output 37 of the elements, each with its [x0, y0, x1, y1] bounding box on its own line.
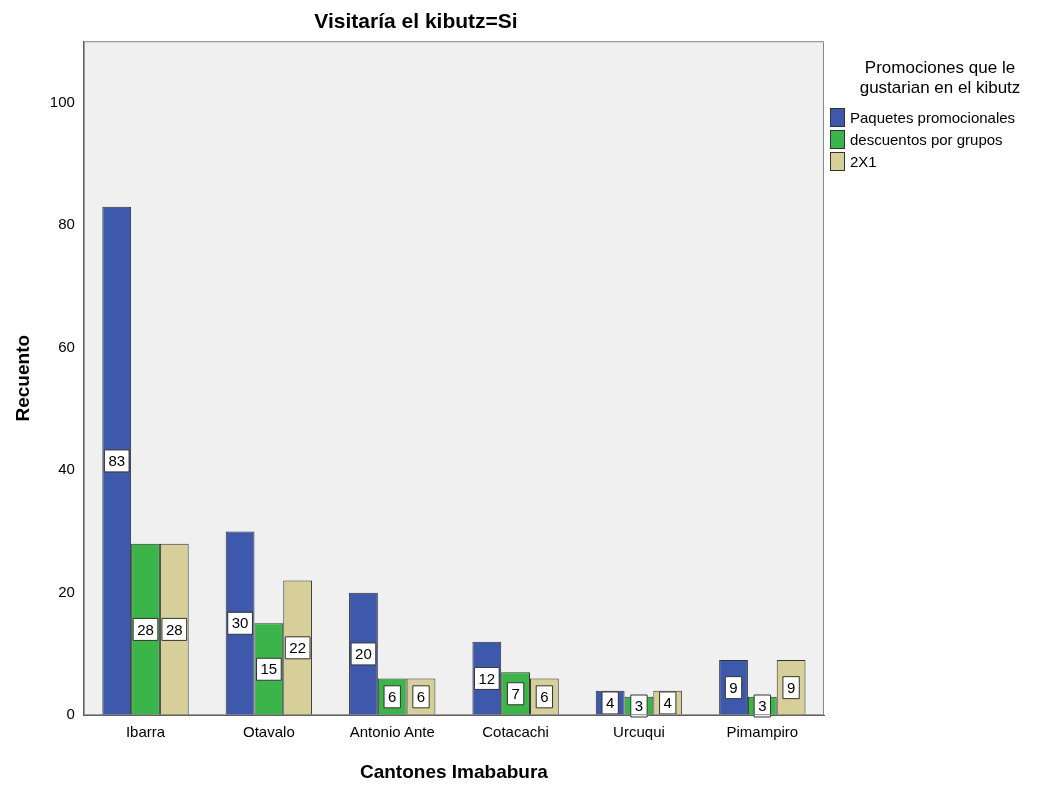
y-tick-label: 60 [58, 337, 75, 355]
data-label: 28 [165, 620, 183, 638]
y-tick-label: 0 [66, 705, 75, 723]
x-tick-label: Ibarra [125, 723, 166, 741]
data-label: 28 [137, 620, 154, 638]
y-axis-title: Recuento [11, 334, 33, 422]
y-tick-label: 100 [49, 92, 75, 110]
data-label: 83 [108, 452, 126, 470]
data-label: 22 [289, 638, 306, 656]
x-tick-label: Otavalo [243, 723, 295, 741]
data-label: 20 [355, 645, 372, 663]
y-tick-label: 40 [58, 460, 75, 478]
data-label: 30 [231, 614, 249, 632]
legend-label: 2X1 [850, 152, 877, 170]
x-axis-title: Cantones Imababura [359, 760, 549, 782]
data-label: 4 [663, 694, 672, 712]
legend-title: Promociones que le gustarian en el kibutz [858, 58, 1022, 98]
chart-title: Visitaría el kibutz=Si [314, 9, 518, 33]
x-tick-label: Cotacachi [482, 723, 549, 741]
data-label: 15 [260, 660, 278, 678]
legend-label: descuentos por grupos [850, 130, 1003, 148]
data-label: 6 [540, 687, 549, 705]
data-label: 6 [388, 687, 397, 705]
data-label: 12 [478, 669, 496, 687]
data-label: 9 [786, 678, 796, 696]
data-label: 3 [634, 697, 644, 715]
x-tick-label: Pimampiro [726, 723, 799, 741]
data-label: 9 [729, 678, 738, 696]
data-label: 6 [416, 687, 426, 705]
y-tick-label: 80 [58, 215, 75, 233]
data-label: 4 [606, 694, 615, 712]
data-label: 3 [758, 697, 767, 715]
y-tick-label: 20 [58, 582, 75, 600]
legend-label: Paquetes promocionales [850, 108, 1016, 126]
x-tick-label: Urcuqui [613, 723, 665, 741]
data-label: 7 [511, 684, 520, 702]
x-tick-label: Antonio Ante [349, 723, 435, 741]
